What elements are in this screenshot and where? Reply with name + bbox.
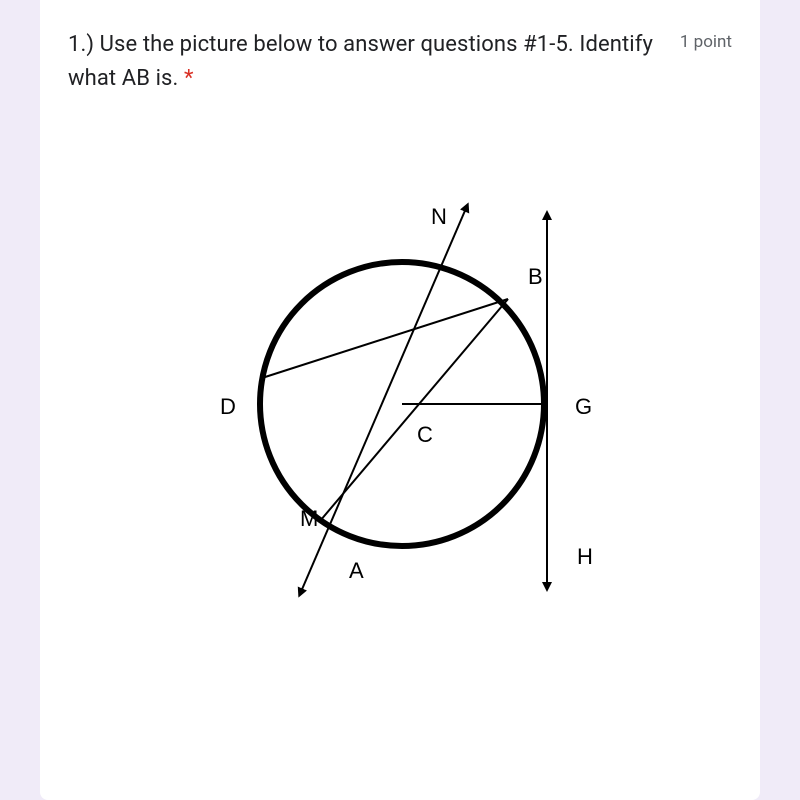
label-C: C bbox=[417, 422, 433, 447]
label-N: N bbox=[431, 204, 447, 229]
label-G: G bbox=[575, 394, 592, 419]
points-label: 1 point bbox=[680, 28, 732, 52]
required-star: * bbox=[184, 66, 194, 91]
question-header: 1.) Use the picture below to answer ques… bbox=[68, 28, 732, 96]
question-card: 1.) Use the picture below to answer ques… bbox=[40, 0, 760, 800]
diagram-container: N B D G C M A H bbox=[68, 186, 732, 616]
label-D: D bbox=[220, 394, 236, 419]
label-M: M bbox=[300, 506, 318, 531]
circle-diagram: N B D G C M A H bbox=[150, 186, 650, 616]
question-text: 1.) Use the picture below to answer ques… bbox=[68, 28, 664, 96]
label-H: H bbox=[577, 544, 593, 569]
line-MB-chord bbox=[320, 299, 508, 521]
label-A: A bbox=[349, 558, 364, 583]
label-B: B bbox=[528, 264, 543, 289]
question-body: 1.) Use the picture below to answer ques… bbox=[68, 32, 653, 91]
line-DB-chord bbox=[262, 299, 508, 378]
